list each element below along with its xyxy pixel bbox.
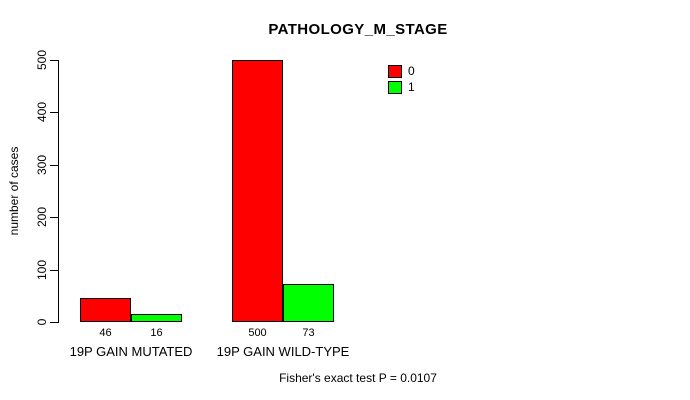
y-axis-tick <box>50 322 58 323</box>
legend-label: 1 <box>408 80 415 94</box>
y-axis-tick <box>50 60 58 61</box>
y-axis-tick <box>50 112 58 113</box>
bar-value-label: 46 <box>99 327 112 339</box>
y-tick-label: 200 <box>35 206 49 228</box>
y-axis-title: number of cases <box>7 146 21 236</box>
y-tick-label: 500 <box>35 49 49 71</box>
bar-value-label: 73 <box>302 327 315 339</box>
y-tick-label: 100 <box>35 259 49 281</box>
legend-swatch-icon <box>388 64 402 78</box>
legend-label: 0 <box>408 64 415 78</box>
y-tick-label: 400 <box>35 101 49 123</box>
y-axis-tick <box>50 217 58 218</box>
bar-value-label: 16 <box>150 327 163 339</box>
bar <box>80 298 131 322</box>
category-label: 19P GAIN MUTATED <box>69 344 193 359</box>
y-tick-label: 300 <box>35 154 49 176</box>
bar <box>283 284 334 322</box>
legend-entry: 0 <box>388 64 415 78</box>
y-tick-label: 0 <box>35 318 49 326</box>
bar <box>131 314 182 322</box>
category-label: 19P GAIN WILD-TYPE <box>216 344 350 359</box>
y-axis-tick <box>50 165 58 166</box>
y-axis-line <box>58 60 59 323</box>
bar <box>232 60 283 322</box>
chart-title: PATHOLOGY_M_STAGE <box>268 21 448 38</box>
bar-value-label: 500 <box>248 327 267 339</box>
y-axis-tick <box>50 270 58 271</box>
legend-swatch-icon <box>388 80 402 94</box>
footnote: Fisher's exact test P = 0.0107 <box>279 371 437 385</box>
legend-entry: 1 <box>388 80 415 94</box>
